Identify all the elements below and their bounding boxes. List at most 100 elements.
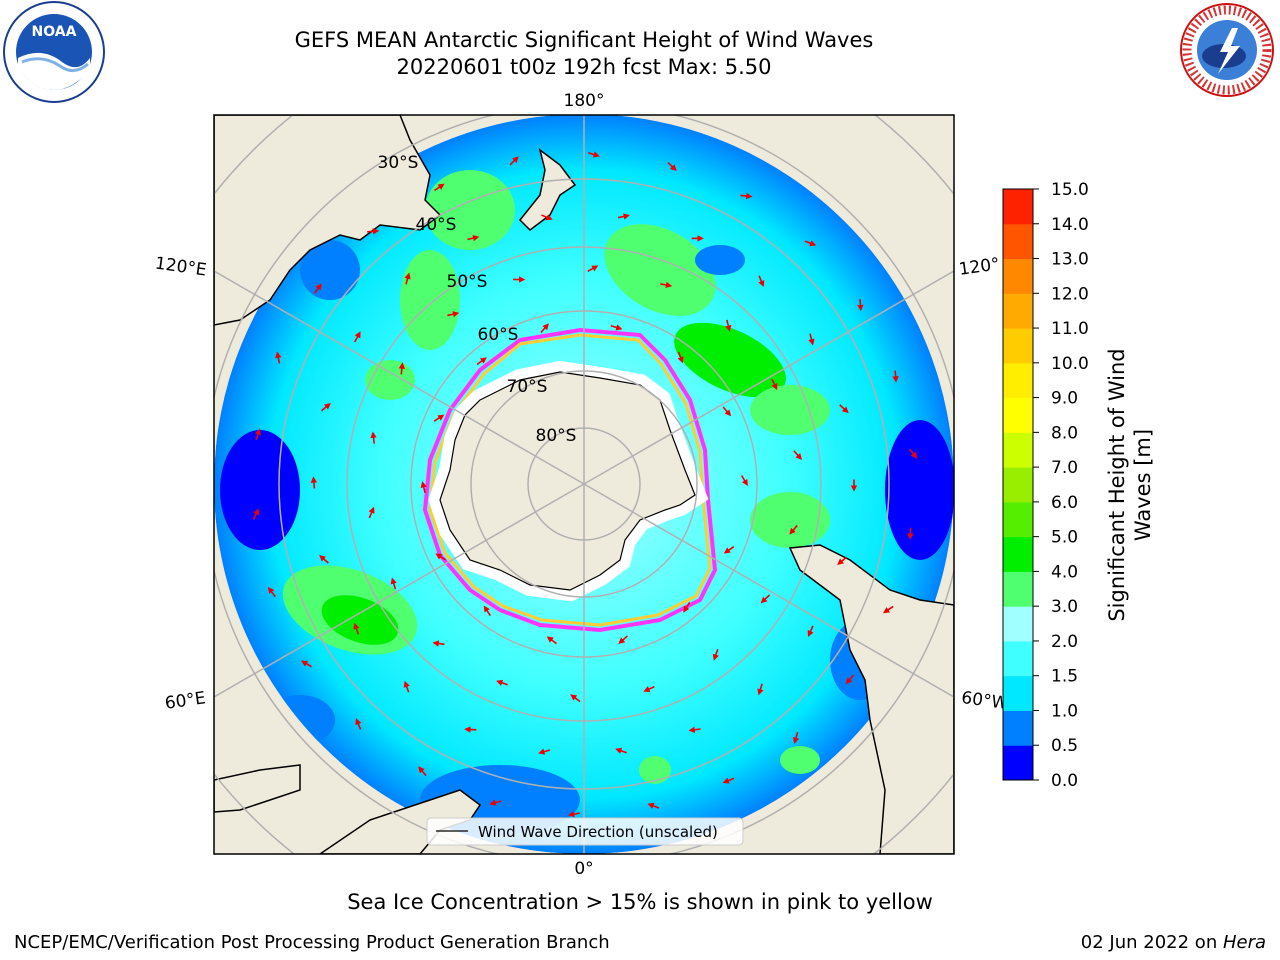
wave-direction-arrow (883, 605, 894, 614)
wave-direction-arrow (909, 448, 918, 459)
colorbar-swatch (1003, 675, 1033, 711)
chart-subtitle: 20220601 t00z 192h fcst Max: 5.50 (396, 55, 772, 79)
wave-direction-arrow (252, 508, 259, 520)
wave-direction-arrow (618, 635, 628, 644)
colorbar: 0.0 0.5 1.0 1.5 2.0 3.0 4.0 5.0 6.0 7.0 8.0 9.0 10.0… (1002, 180, 1089, 791)
wave-direction-arrow (368, 506, 375, 519)
lon-label-0: 0° (574, 859, 593, 879)
wave-direction-arrow (267, 586, 276, 598)
lat-label-60s: 60°S (478, 325, 519, 345)
wave-direction-arrow (489, 799, 502, 806)
colorbar-tick-label: 0.5 (1051, 736, 1078, 756)
wave-direction-arrow (587, 265, 599, 273)
wave-direction-arrow (254, 428, 261, 441)
wave-direction-arrow (476, 357, 487, 366)
wave-direction-arrow (301, 660, 312, 668)
colorbar-label-line1: Significant Height of Wind (1105, 348, 1129, 621)
wave-direction-arrow (643, 685, 655, 692)
colorbar-swatch (1003, 432, 1033, 468)
wave-direction-arrow (792, 732, 800, 744)
date-text: 02 Jun 2022 on (1080, 932, 1223, 953)
lat-label-40s: 40°S (416, 215, 457, 235)
wave-direction-arrow (390, 577, 397, 590)
wave-direction-arrow (808, 333, 815, 346)
colorbar-tick-label: 3.0 (1051, 597, 1078, 617)
colorbar-swatch (1003, 293, 1033, 329)
wave-direction-arrow (509, 156, 519, 166)
wave-height-patches (220, 170, 954, 835)
wave-direction-arrow (683, 601, 691, 613)
wave-direction-arrow (677, 351, 684, 364)
wave-direction-arrow (722, 777, 735, 784)
colorbar-tick-label: 0.0 (1051, 771, 1078, 791)
wave-direction-arrow (617, 213, 630, 220)
wave-direction-arrow (435, 553, 447, 561)
wave-direction-arrow (546, 636, 558, 645)
wave-direction-arrow (355, 718, 362, 730)
wave-direction-arrow (320, 403, 331, 412)
wave-direction-arrow (793, 450, 803, 460)
wave-direction-arrow (688, 726, 701, 733)
wind-wave-arrows (252, 151, 918, 818)
colorbar-tick-label: 13.0 (1051, 250, 1089, 270)
wave-direction-arrow (758, 275, 765, 288)
colorbar-tick-label: 15.0 (1051, 180, 1089, 200)
noaa-logo-text: NOAA (32, 24, 77, 40)
wave-direction-arrow (667, 162, 677, 172)
wave-direction-arrow (839, 404, 849, 414)
wave-direction-arrow (464, 726, 477, 733)
sea-ice-note: Sea Ice Concentration > 15% is shown in … (347, 890, 933, 914)
wave-direction-arrow (398, 362, 406, 375)
wave-direction-arrow (541, 214, 553, 221)
wave-direction-arrow (789, 524, 798, 535)
colorbar-swatch (1003, 536, 1033, 572)
wave-direction-arrow (432, 640, 445, 647)
chart-title: GEFS MEAN Antarctic Significant Height o… (294, 28, 874, 52)
wave-direction-arrow (404, 272, 411, 285)
wave-direction-arrow (567, 811, 581, 818)
colorbar-swatch (1003, 258, 1033, 294)
wave-direction-arrow (353, 331, 361, 343)
colorbar-swatch (1003, 710, 1033, 746)
colorbar-tick-label: 9.0 (1051, 389, 1078, 409)
wave-direction-arrow (319, 555, 329, 564)
australia (214, 115, 442, 326)
colorbar-frame (1002, 188, 1034, 781)
lat-label-50s: 50°S (447, 272, 488, 292)
wave-direction-arrow (722, 406, 732, 417)
wave-direction-arrow (418, 766, 427, 777)
colorbar-swatch (1003, 745, 1033, 781)
sea-ice-inner-edge (428, 333, 712, 627)
colorbar-swatch (1003, 223, 1033, 260)
wave-direction-arrow (403, 680, 410, 693)
sea-ice-edge (422, 327, 718, 633)
wave-direction-arrow (538, 748, 551, 755)
lon-label-60w: 60°W (960, 688, 1009, 714)
credit-text: NCEP/EMC/Verification Post Processing Pr… (14, 932, 610, 953)
wave-direction-arrow (420, 481, 427, 494)
colorbar-tick-label: 7.0 (1051, 458, 1078, 478)
colorbar-tick-label: 1.5 (1051, 667, 1078, 687)
colorbar-swatch (1003, 397, 1033, 433)
colorbar-tick-label: 14.0 (1051, 215, 1089, 235)
wave-direction-arrow (367, 228, 380, 235)
colorbar-swatch (1003, 640, 1033, 677)
lat-label-70s: 70°S (507, 377, 548, 397)
wave-direction-arrow (615, 747, 627, 754)
wave-direction-arrow (433, 414, 445, 422)
south-america (788, 544, 954, 854)
wave-direction-arrow (570, 694, 581, 703)
date-stamp: 02 Jun 2022 on Hera (1081, 932, 1266, 953)
colorbar-tick-label: 1.0 (1051, 701, 1078, 721)
wave-direction-arrow (467, 234, 480, 242)
nws-logo (1180, 3, 1274, 97)
wave-direction-arrow (370, 431, 377, 444)
colorbar-swatch (1003, 328, 1033, 364)
colorbar-swatch (1003, 189, 1033, 225)
lon-label-60e: 60°E (164, 688, 207, 713)
wave-direction-arrow (587, 151, 600, 158)
wave-direction-arrow (760, 594, 771, 604)
wave-direction-arrow (447, 311, 460, 318)
wave-direction-arrow (857, 299, 864, 312)
